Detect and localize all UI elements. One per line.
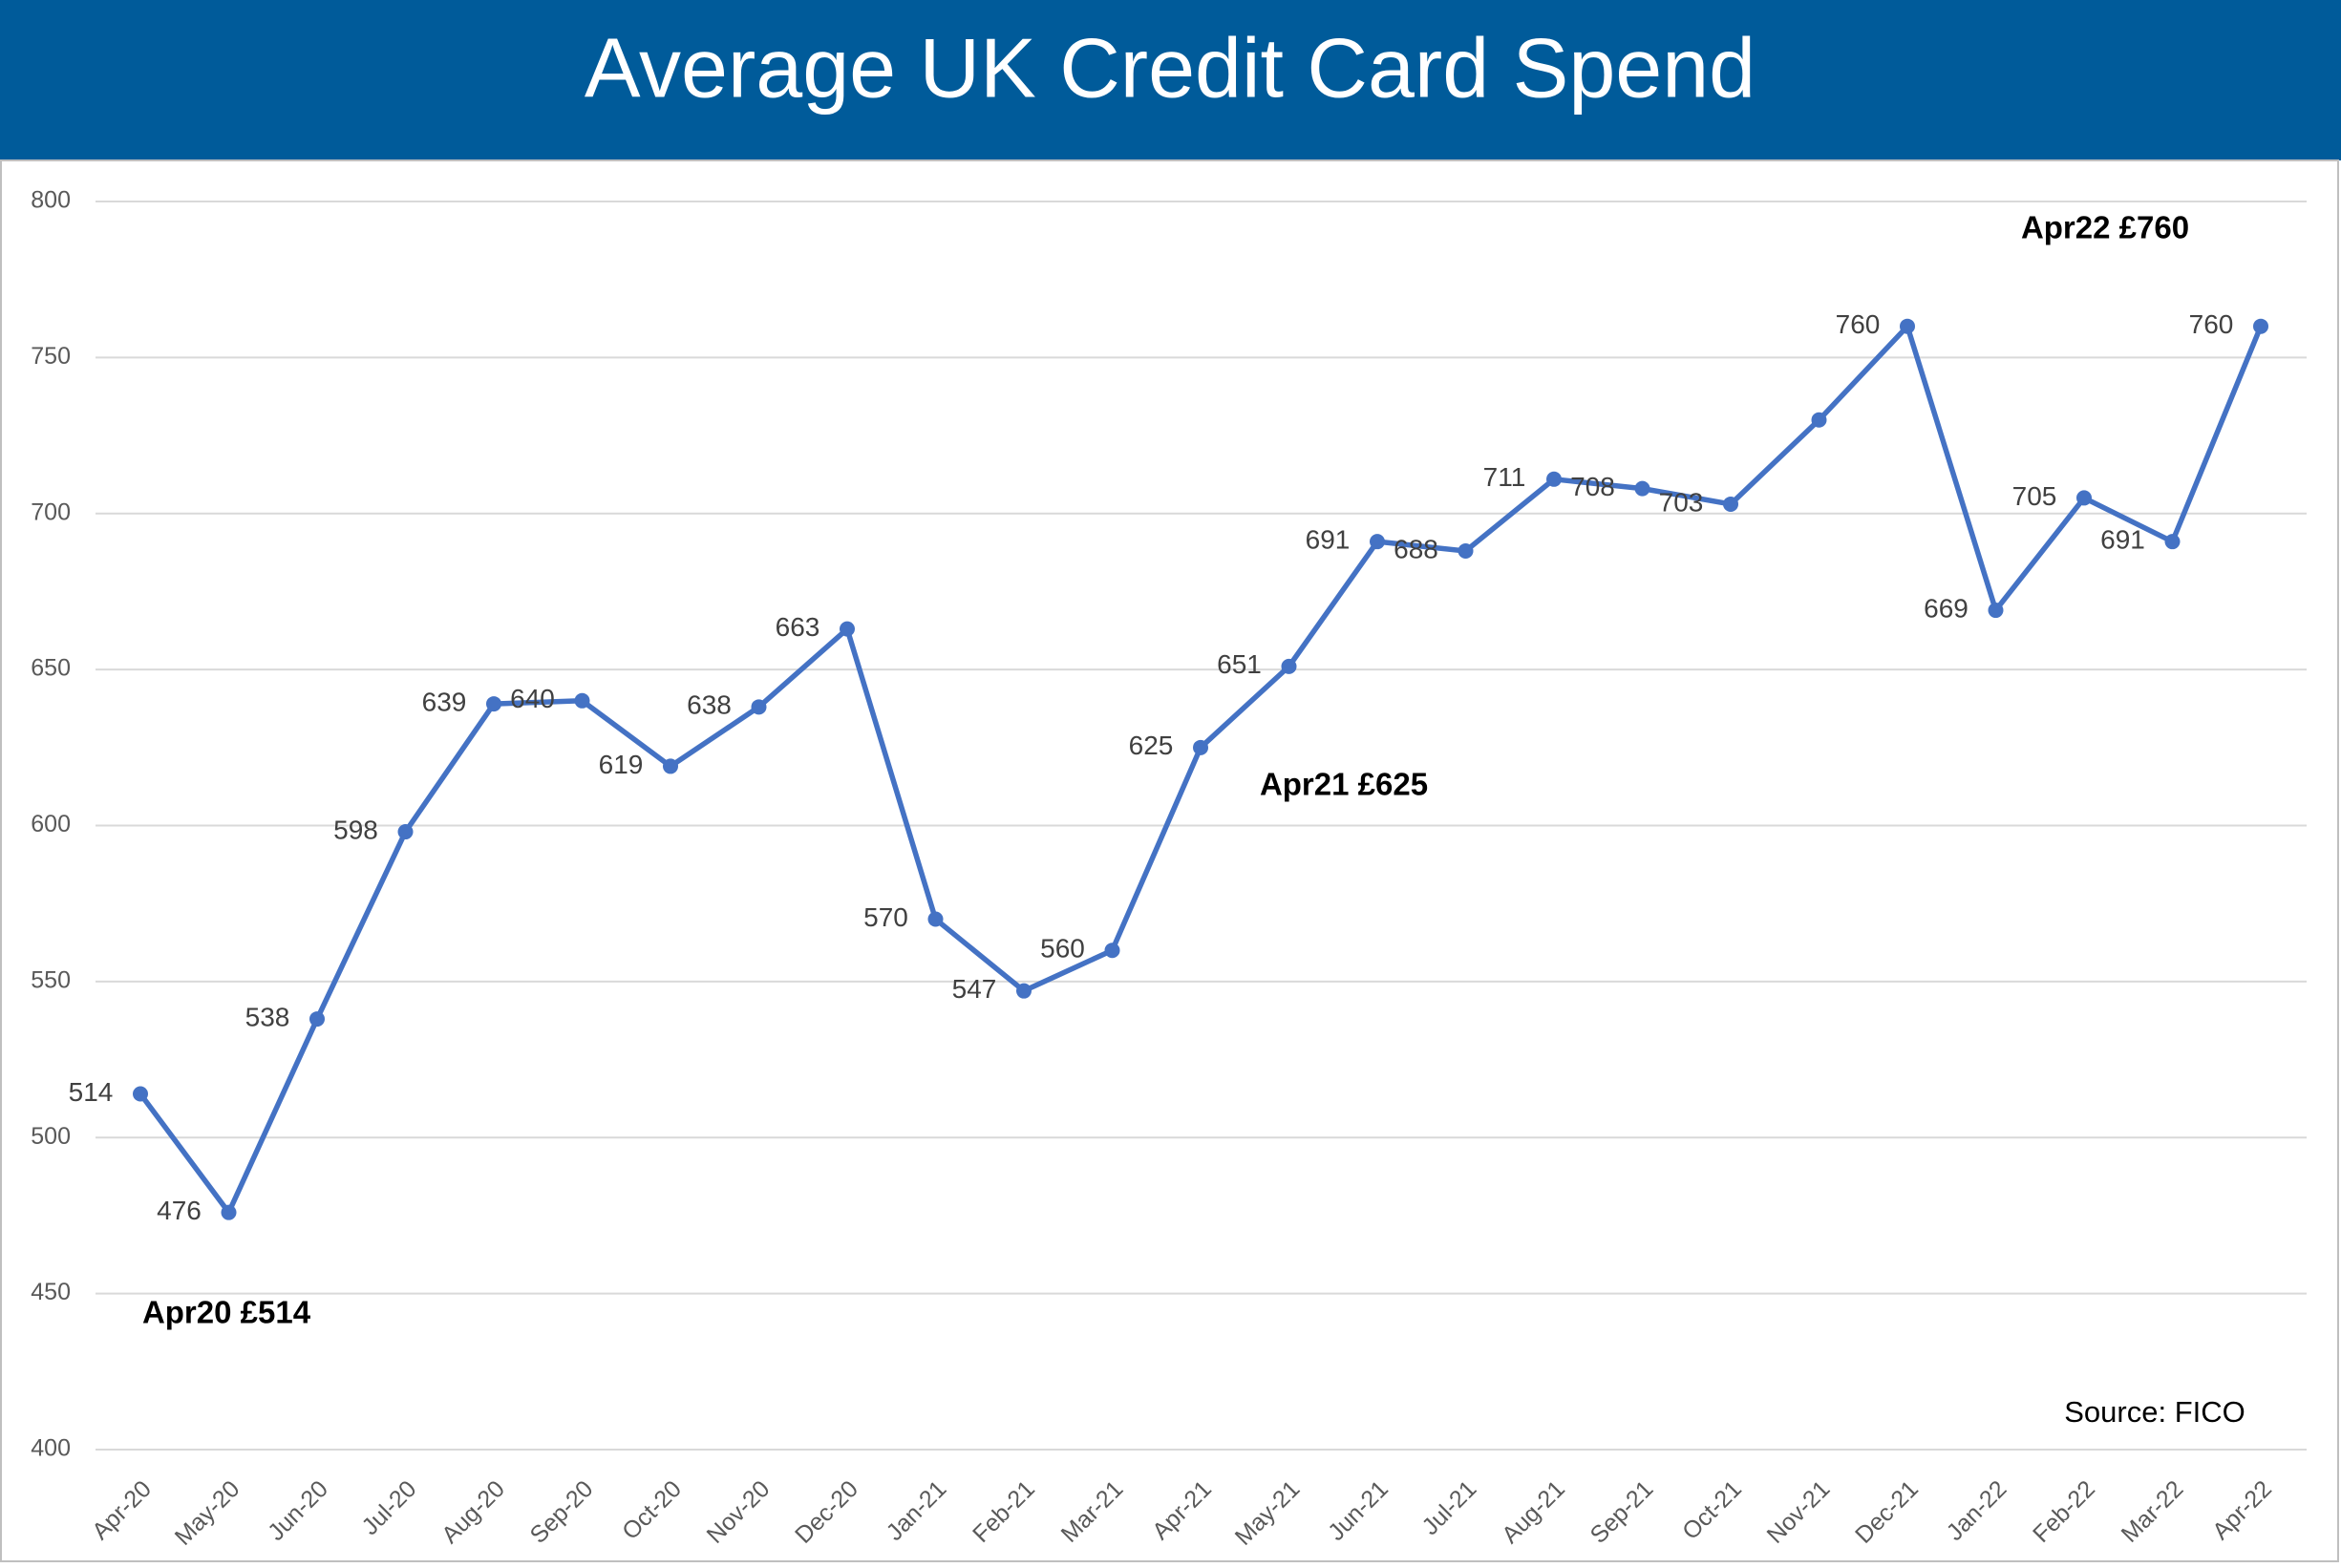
data-point: [1458, 542, 1474, 559]
data-point: [751, 699, 767, 715]
y-tick-label: 550: [31, 966, 71, 993]
x-tick-label: Feb-21: [968, 1475, 1040, 1548]
data-point: [397, 824, 414, 840]
x-tick-label: Jul-20: [356, 1475, 421, 1540]
x-tick-label: Jun-20: [263, 1475, 333, 1546]
data-point: [1370, 534, 1385, 550]
data-point: [309, 1011, 325, 1028]
x-tick-label: Sep-20: [525, 1475, 599, 1549]
data-label: 514: [69, 1077, 114, 1107]
data-label: 711: [1483, 462, 1526, 492]
x-tick-label: Sep-21: [1585, 1475, 1659, 1549]
data-point: [1634, 480, 1650, 497]
annotation: Apr20 £514: [142, 1295, 311, 1330]
source-note: Source: FICO: [2064, 1395, 2245, 1429]
data-label: 760: [2189, 309, 2234, 339]
x-tick-label: Apr-20: [87, 1475, 157, 1545]
data-label: 691: [1306, 525, 1351, 555]
x-tick-label: Jan-22: [1942, 1475, 2012, 1546]
data-point: [1104, 943, 1120, 959]
x-tick-label: Jul-21: [1416, 1475, 1481, 1540]
data-label: 703: [1659, 487, 1704, 517]
data-label: 651: [1217, 649, 1262, 679]
data-point: [1546, 471, 1562, 487]
data-point: [1016, 983, 1032, 999]
x-tick-label: Mar-22: [2117, 1475, 2189, 1548]
x-tick-label: Nov-21: [1762, 1475, 1836, 1549]
data-point: [574, 692, 590, 709]
y-tick-label: 750: [31, 343, 71, 370]
y-tick-label: 700: [31, 498, 71, 525]
data-point: [1900, 318, 1915, 334]
data-label: 705: [2012, 481, 2057, 511]
x-tick-label: Jun-21: [1323, 1475, 1394, 1546]
data-label: 570: [863, 902, 908, 932]
x-tick-label: Aug-21: [1497, 1475, 1570, 1549]
x-tick-label: May-21: [1230, 1475, 1306, 1551]
data-point: [2076, 490, 2092, 506]
data-label: 640: [510, 684, 555, 713]
data-label: 538: [245, 1002, 290, 1031]
x-tick-label: Feb-22: [2028, 1475, 2100, 1548]
x-tick-label: Apr-22: [2207, 1475, 2277, 1545]
y-tick-label: 600: [31, 811, 71, 837]
data-point: [2253, 318, 2268, 334]
data-point: [486, 696, 501, 712]
data-label: 619: [599, 750, 644, 779]
annotation: Apr21 £625: [1260, 767, 1428, 802]
x-tick-label: May-20: [170, 1475, 245, 1551]
data-label: 669: [1924, 593, 1969, 623]
x-tick-label: Mar-21: [1056, 1475, 1129, 1548]
y-tick-label: 500: [31, 1123, 71, 1150]
data-label: 598: [333, 815, 378, 844]
data-point: [1811, 412, 1827, 428]
chart-border: [0, 159, 2339, 1562]
data-label: 708: [1570, 472, 1615, 501]
data-label: 639: [422, 687, 467, 716]
data-label: 476: [157, 1196, 202, 1225]
chart-title: Average UK Credit Card Spend: [585, 20, 1756, 115]
data-label: 688: [1394, 534, 1438, 563]
x-tick-label: Dec-20: [790, 1475, 863, 1549]
y-tick-label: 400: [31, 1435, 71, 1462]
data-point: [1281, 658, 1297, 674]
x-tick-label: Oct-20: [617, 1475, 687, 1545]
data-point: [663, 758, 678, 774]
annotation: Apr22 £760: [2021, 210, 2189, 245]
data-label: 663: [776, 612, 820, 642]
y-tick-label: 450: [31, 1279, 71, 1305]
y-tick-label: 800: [31, 187, 71, 214]
title-banner: [0, 0, 2341, 160]
data-point: [1193, 739, 1208, 755]
data-label: 625: [1129, 731, 1174, 760]
data-point: [1988, 603, 2004, 619]
x-tick-label: Apr-21: [1147, 1475, 1217, 1545]
data-label: 760: [1836, 309, 1881, 339]
data-point: [1723, 496, 1738, 512]
line-series: [138, 323, 2264, 1216]
data-point: [927, 911, 944, 927]
data-label: 638: [687, 690, 732, 720]
y-tick-label: 650: [31, 655, 71, 682]
x-tick-label: Oct-21: [1677, 1475, 1747, 1545]
x-tick-label: Aug-20: [436, 1475, 510, 1549]
x-tick-label: Dec-21: [1850, 1475, 1924, 1549]
data-point: [221, 1204, 237, 1220]
data-label: 691: [2100, 525, 2145, 555]
data-point: [840, 621, 855, 637]
data-label: 560: [1040, 934, 1085, 964]
data-label: 547: [952, 974, 997, 1004]
x-tick-label: Jan-21: [882, 1475, 952, 1546]
data-point: [2164, 534, 2181, 550]
data-point: [133, 1086, 148, 1102]
x-tick-label: Nov-20: [702, 1475, 776, 1549]
